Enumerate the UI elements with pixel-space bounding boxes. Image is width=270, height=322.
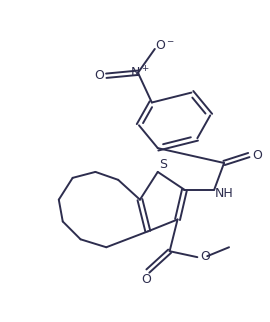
Text: O: O xyxy=(200,250,210,263)
Text: S: S xyxy=(159,158,167,172)
Text: O: O xyxy=(94,69,104,82)
Text: O$^-$: O$^-$ xyxy=(155,39,175,52)
Text: N$^+$: N$^+$ xyxy=(130,65,150,80)
Text: NH: NH xyxy=(215,187,234,200)
Text: O: O xyxy=(141,273,151,287)
Text: O: O xyxy=(252,148,262,162)
